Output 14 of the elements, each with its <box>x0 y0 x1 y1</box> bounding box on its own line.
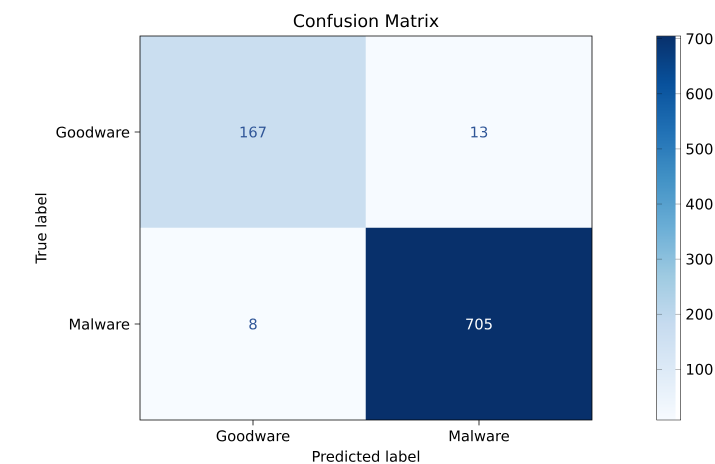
color-bar-label: 700 <box>686 33 712 44</box>
x-axis-title: Predicted label <box>312 450 420 462</box>
color-bar-label: 100 <box>687 364 712 375</box>
data-label: 8 <box>249 318 257 330</box>
data-label: 705 <box>466 318 492 330</box>
chart-title: Confusion Matrix <box>294 14 439 28</box>
color-bar-label: 300 <box>686 254 712 265</box>
color-bar-label: 400 <box>686 198 712 210</box>
data-label: 167 <box>240 126 266 138</box>
color-bar-label: 200 <box>686 308 712 320</box>
color-bar-label: 600 <box>686 88 712 100</box>
data-label: 13 <box>471 126 488 138</box>
y-axis-title: True label <box>35 194 46 264</box>
color-bar-label: 500 <box>686 143 712 154</box>
